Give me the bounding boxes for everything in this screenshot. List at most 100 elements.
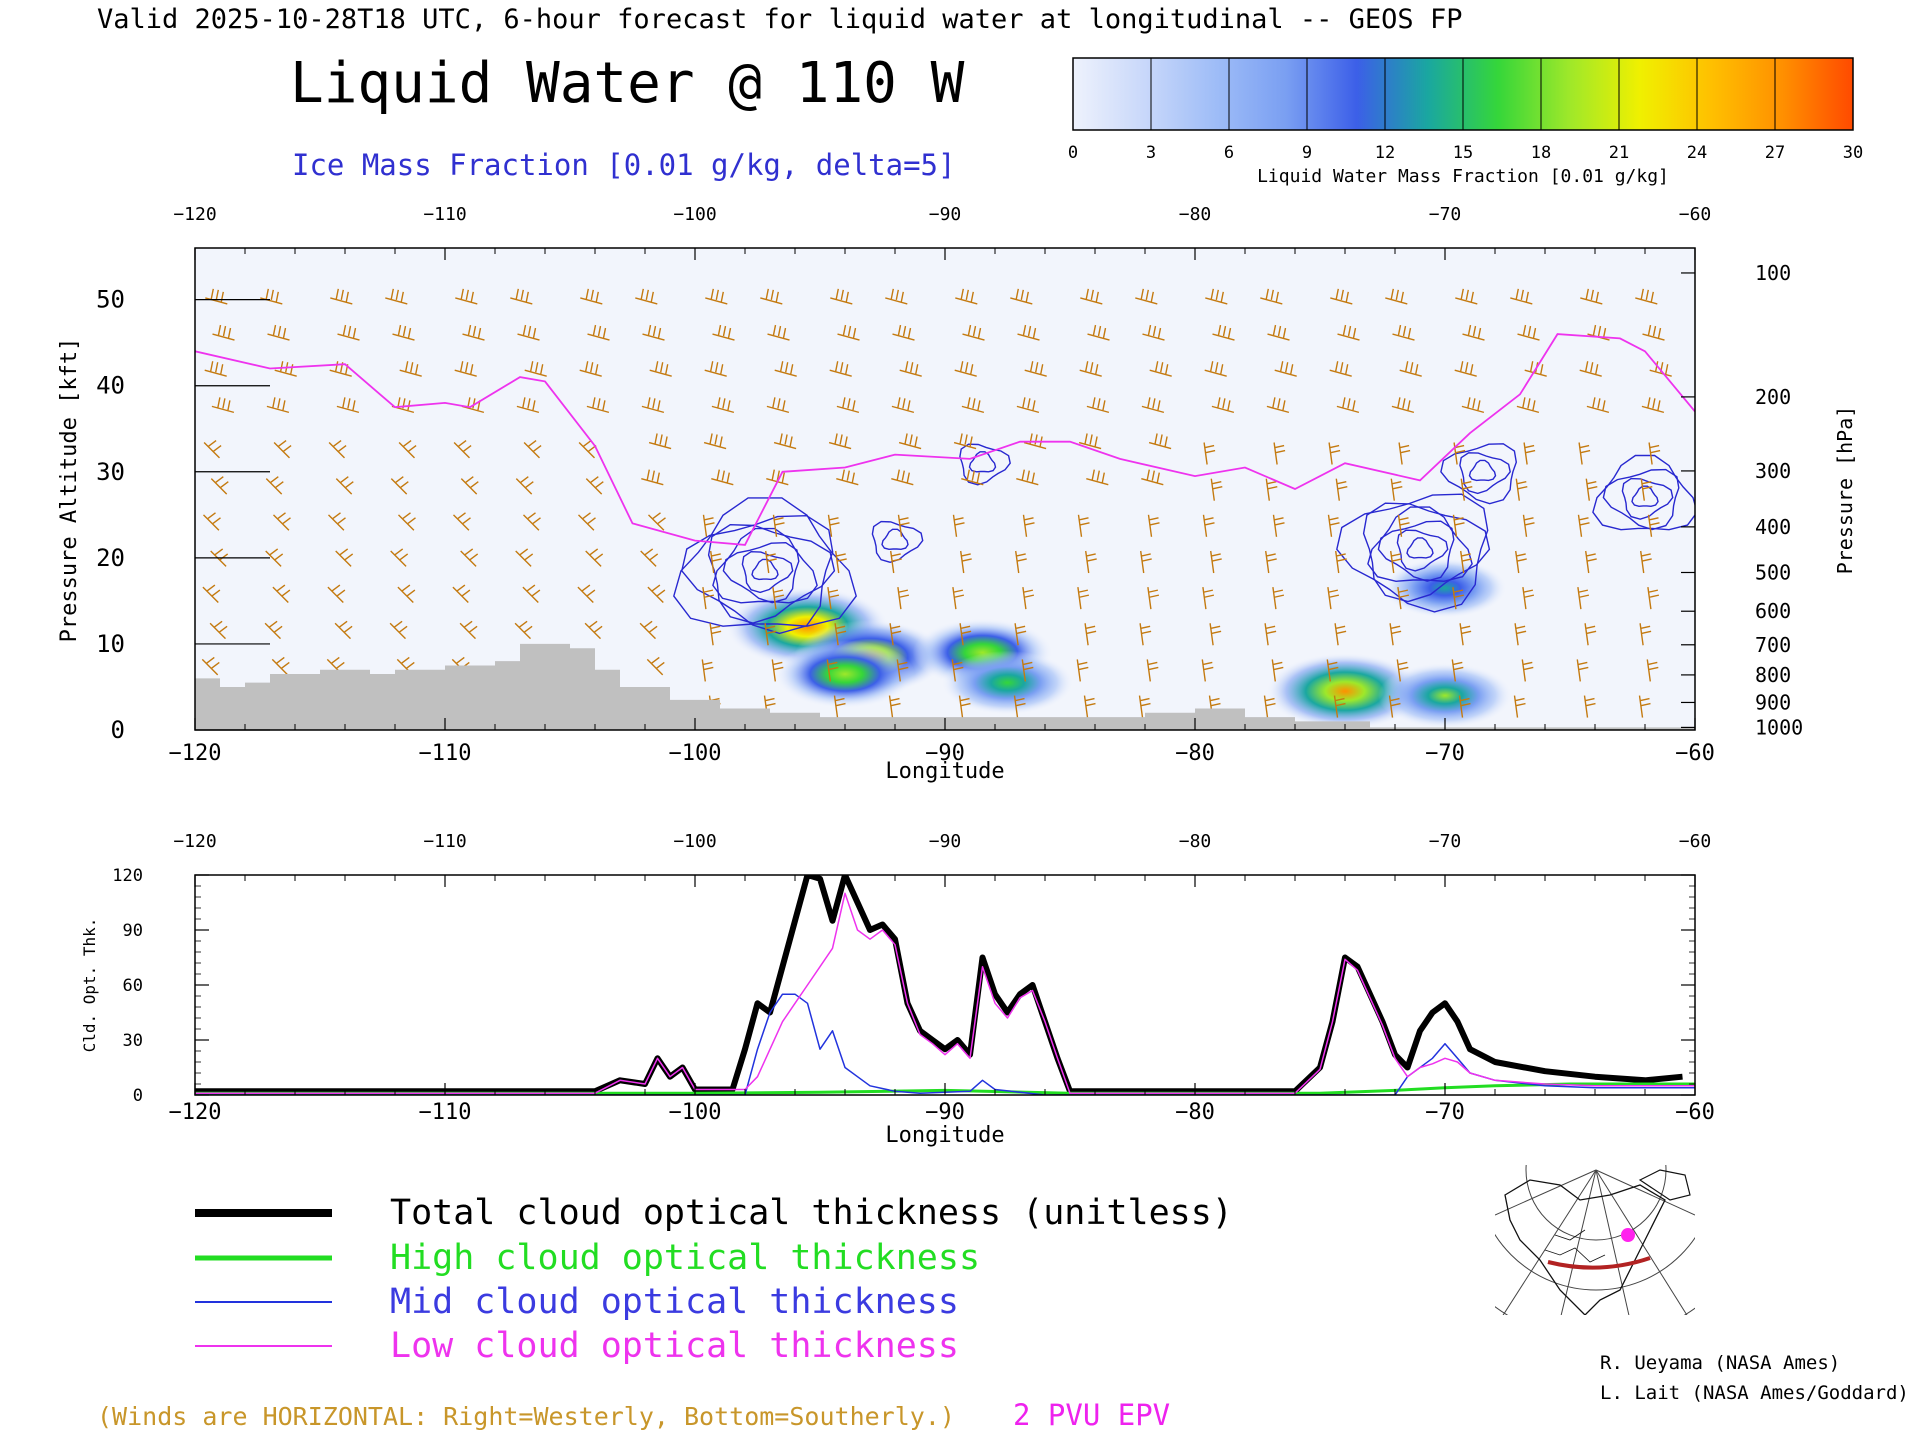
legend-label-mid: Mid cloud optical thickness xyxy=(390,1282,959,1322)
wind-barb xyxy=(640,548,659,567)
colorbar-tick-label: 0 xyxy=(1068,143,1078,163)
wind-barb xyxy=(1578,442,1591,465)
pressure-tick-label: 200 xyxy=(1755,385,1791,409)
wind-barb xyxy=(1084,623,1097,646)
wind-barb xyxy=(1391,397,1415,414)
wind-barb xyxy=(1641,397,1665,414)
wind-barb xyxy=(260,288,283,305)
y-tick-label: 0 xyxy=(111,716,125,744)
wind-barb xyxy=(885,288,908,305)
wind-barb xyxy=(958,695,971,718)
colorbar-tick-label: 12 xyxy=(1375,143,1395,163)
wind-barb xyxy=(202,584,221,604)
wind-barb xyxy=(709,623,722,646)
ice-contour xyxy=(1631,485,1659,508)
wind-barb xyxy=(392,324,415,341)
y-tick-label: 10 xyxy=(96,630,125,658)
wind-barb xyxy=(1642,324,1665,341)
wind-barb xyxy=(897,514,910,537)
x-tick-label: −120 xyxy=(169,1100,222,1125)
wind-barb xyxy=(1135,288,1158,305)
colorbar-tick-label: 6 xyxy=(1224,143,1234,163)
wind-barb xyxy=(585,548,604,567)
wind-barb xyxy=(1336,397,1360,414)
wind-barb xyxy=(954,361,977,377)
wind-barb xyxy=(827,587,840,610)
wind-barb xyxy=(336,397,360,414)
wind-barb xyxy=(1016,397,1040,414)
wind-barb xyxy=(1077,514,1090,537)
terrain xyxy=(195,643,1695,730)
wind-barb xyxy=(1272,587,1285,610)
wind-barb xyxy=(205,288,228,305)
x-tick-label: −70 xyxy=(1425,1100,1465,1125)
wind-barb xyxy=(1326,659,1339,682)
wind-barb xyxy=(330,288,353,305)
wind-barb xyxy=(1635,288,1658,305)
wind-barb xyxy=(705,288,728,305)
wind-barb xyxy=(702,587,715,610)
wind-barb xyxy=(1023,433,1047,450)
wind-barb xyxy=(1585,550,1597,574)
wind-barb xyxy=(1580,288,1603,305)
liquid-water-panel: −120 −120 −110 −110 −100 −100 −90 −90 −80 −80 −70 −… xyxy=(57,204,1857,784)
y-tick-label: 30 xyxy=(96,458,125,486)
wind-barb xyxy=(764,623,777,646)
x-tick-label: −110 xyxy=(419,741,472,766)
wind-barb xyxy=(771,659,784,682)
wind-barb xyxy=(1521,659,1534,682)
x-tick-label: −90 xyxy=(925,1100,965,1125)
legend-label-low: Low cloud optical thickness xyxy=(390,1326,959,1366)
wind-barb xyxy=(953,433,977,450)
winds-note: (Winds are HORIZONTAL: Right=Westerly, B… xyxy=(97,1402,955,1431)
wind-barb xyxy=(267,324,290,341)
wind-barb xyxy=(1085,550,1097,574)
wind-barb xyxy=(1267,324,1290,341)
wind-barb xyxy=(1271,659,1284,682)
x-tick-label-top: −80 xyxy=(1179,831,1212,852)
ice-contour xyxy=(707,523,836,624)
wind-barb xyxy=(453,439,472,459)
wind-barb xyxy=(1077,587,1090,610)
wind-barb xyxy=(1015,550,1027,574)
wind-barb xyxy=(1022,587,1035,610)
wind-barb xyxy=(1335,550,1347,574)
pressure-tick-label: 900 xyxy=(1755,690,1791,714)
wind-barb xyxy=(460,548,479,567)
wind-barb xyxy=(452,584,471,604)
wind-barb xyxy=(462,324,485,341)
wind-barb xyxy=(580,288,603,305)
wind-barb xyxy=(1453,442,1466,465)
colorbar-tick-label: 9 xyxy=(1302,143,1312,163)
wind-barb xyxy=(515,476,534,495)
pressure-tick-label: 400 xyxy=(1755,515,1791,539)
wind-barb xyxy=(266,397,290,414)
wind-barb xyxy=(587,324,610,341)
wind-barb xyxy=(760,288,783,305)
wind-barb xyxy=(1083,695,1096,718)
wind-barb xyxy=(772,514,785,537)
wind-barb xyxy=(522,584,541,604)
wind-barb xyxy=(1462,324,1485,341)
wind-barb xyxy=(1390,478,1403,501)
wind-barb xyxy=(390,548,409,567)
liquid-water-blob xyxy=(1266,653,1424,730)
ice-contour xyxy=(1406,537,1434,559)
wind-barb xyxy=(766,397,790,414)
wind-barb xyxy=(835,550,847,574)
wind-barb xyxy=(1337,324,1360,341)
bottom-panel-frame xyxy=(194,874,1696,1096)
wind-barb xyxy=(837,324,860,341)
x-tick-label: −100 xyxy=(669,741,722,766)
wind-barb xyxy=(774,361,797,377)
y-tick-label: 90 xyxy=(123,921,143,941)
wind-barb xyxy=(1202,514,1215,537)
pressure-tick-label: 500 xyxy=(1755,560,1791,584)
wind-barb xyxy=(1522,587,1535,610)
wind-barb xyxy=(1639,623,1652,646)
x-tick-label-top: −70 xyxy=(1429,831,1462,852)
wind-barb xyxy=(1013,695,1026,718)
wind-barb xyxy=(711,397,735,414)
wind-barb xyxy=(523,512,541,531)
wind-barb xyxy=(1080,288,1103,305)
